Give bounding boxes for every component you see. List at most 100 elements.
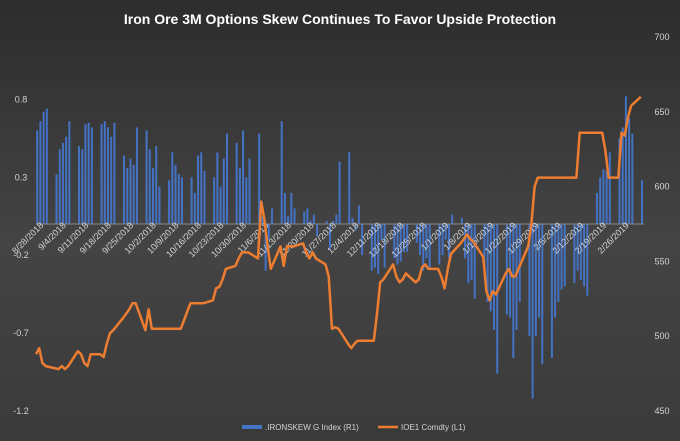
skew-bar: [110, 136, 113, 224]
skew-bar: [200, 152, 203, 224]
skew-bar: [631, 133, 634, 224]
skew-bar: [621, 127, 624, 224]
skew-bar: [306, 208, 309, 224]
skew-bar: [129, 158, 132, 224]
skew-bar: [325, 220, 328, 224]
skew-bar: [486, 224, 489, 302]
skew-bar: [451, 214, 454, 224]
skew-bar: [628, 118, 631, 224]
skew-bar: [293, 208, 296, 224]
skew-bar: [248, 158, 251, 224]
skew-bar: [213, 177, 216, 224]
skew-bar: [531, 224, 534, 399]
skew-bar: [245, 177, 248, 224]
skew-bar: [640, 180, 643, 224]
skew-bar: [470, 224, 473, 281]
right-tick-label: 600: [654, 182, 669, 192]
skew-bar: [61, 142, 64, 224]
skew-bar: [36, 130, 39, 224]
skew-bar: [563, 224, 566, 287]
skew-bar: [538, 224, 541, 318]
skew-bar: [39, 121, 42, 224]
skew-bar: [534, 224, 537, 337]
skew-bar: [393, 224, 396, 259]
skew-bar: [216, 152, 219, 224]
skew-bar: [515, 224, 518, 330]
left-tick-label: 0.3: [15, 172, 28, 182]
right-tick-label: 650: [654, 107, 669, 117]
skew-bar: [58, 149, 61, 224]
skew-bar: [361, 224, 364, 256]
x-axis: 8/28/20189/4/20189/11/20189/18/20189/25/…: [10, 220, 631, 259]
legend: .IRONSKEW G Index (R1) IOE1 Comdty (L1): [242, 423, 466, 432]
skew-bar: [177, 174, 180, 224]
skew-bar: [377, 224, 380, 274]
skew-bar: [135, 127, 138, 224]
skew-bar: [312, 214, 315, 224]
skew-bar: [464, 224, 467, 259]
skew-bar: [422, 224, 425, 271]
skew-bar: [87, 122, 90, 224]
legend-bar-swatch: [242, 425, 262, 429]
right-tick-label: 450: [654, 406, 669, 416]
skew-bar: [264, 224, 267, 271]
right-tick-label: 550: [654, 256, 669, 266]
right-tick-label: 700: [654, 32, 669, 42]
skew-bar: [576, 224, 579, 271]
skew-bar: [425, 224, 428, 259]
skew-bar: [193, 192, 196, 224]
skew-bar: [351, 217, 354, 224]
skew-bar: [396, 224, 399, 265]
skew-bar: [560, 224, 563, 290]
skew-bar: [354, 224, 357, 231]
skew-bar: [473, 224, 476, 299]
skew-bar: [595, 192, 598, 224]
skew-bar: [605, 171, 608, 224]
skew-bar: [370, 224, 373, 271]
skew-bar: [132, 164, 135, 224]
skew-bar: [483, 224, 486, 268]
skew-bar: [203, 171, 206, 224]
skew-bar: [599, 177, 602, 224]
skew-bar: [618, 138, 621, 224]
skew-bar: [148, 149, 151, 224]
skew-bar: [316, 224, 319, 237]
skew-bar: [290, 192, 293, 224]
skew-bar: [152, 167, 155, 224]
skew-bar: [406, 224, 409, 253]
skew-bar: [65, 136, 68, 224]
skew-bar: [338, 161, 341, 224]
skew-bar: [573, 224, 576, 284]
left-tick-label: -0.7: [13, 328, 29, 338]
skew-bar: [103, 121, 106, 224]
skew-bar: [180, 177, 183, 224]
left-tick-label: 0.8: [15, 94, 28, 104]
skew-bar: [512, 224, 515, 359]
skew-bar: [267, 224, 270, 240]
skew-bar: [271, 208, 274, 224]
skew-bar: [415, 224, 418, 243]
skew-bar: [557, 224, 560, 302]
skew-bar: [467, 224, 470, 284]
left-tick-label: -1.2: [13, 406, 29, 416]
skew-bar: [90, 127, 93, 224]
skew-bar: [45, 108, 48, 224]
left-axis: -1.2 -0.7 -0.2 0.3 0.8: [13, 94, 29, 416]
skew-bar: [505, 224, 508, 315]
skew-bar: [287, 216, 290, 224]
skew-bar: [328, 224, 331, 249]
skew-bar: [126, 167, 129, 224]
skew-bar: [373, 224, 376, 268]
skew-bar: [100, 124, 103, 224]
skew-bar: [528, 224, 531, 337]
skew-bar: [380, 224, 383, 240]
skew-bar: [357, 205, 360, 224]
skew-bar: [419, 224, 422, 256]
chart-title: Iron Ore 3M Options Skew Continues To Fa…: [124, 11, 556, 27]
right-tick-label: 500: [654, 331, 669, 341]
skew-bar: [158, 186, 161, 224]
skew-bar: [399, 224, 402, 262]
skew-bar: [168, 180, 171, 224]
skew-bar: [402, 224, 405, 253]
